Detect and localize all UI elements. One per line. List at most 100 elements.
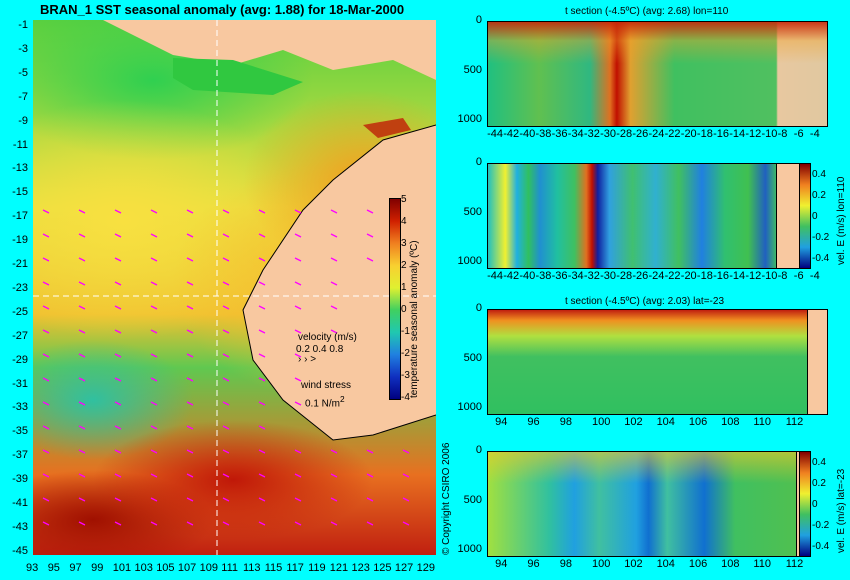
panel1-x-tick: -30 [600, 128, 616, 140]
colorbar [389, 198, 401, 400]
panel3-x-tick: 96 [527, 416, 540, 428]
map-x-tick: 107 [177, 562, 197, 574]
panel1-y-tick: 500 [463, 63, 482, 76]
panel1-y-tick: 1000 [457, 113, 482, 126]
map-y-tick: -7 [18, 90, 28, 103]
panel1-x-tick: -22 [664, 128, 681, 140]
wind-vector-arrow [402, 449, 410, 454]
wind-vector-arrow [150, 305, 158, 310]
sst-anomaly-map[interactable]: 5 4 3 2 1 0 -1 -2 -3 -4 temperature seasonal anom… [33, 20, 436, 555]
panel2-y-tick: 0 [475, 156, 482, 168]
panel2-x-tick: -40 [519, 270, 536, 282]
panel2-x-tick: -34 [567, 270, 584, 282]
wind-vector-arrow [78, 305, 86, 310]
velocity-arrows-icon: › › > [298, 354, 317, 365]
map-y-tick: -5 [18, 66, 28, 79]
panel1-x-tick: -18 [696, 128, 713, 140]
panel4-x-tick: 96 [527, 558, 540, 570]
section-panel-1[interactable] [487, 21, 828, 127]
wind-vector-arrow [222, 281, 230, 286]
map-x-tick: 127 [394, 562, 414, 574]
wind-vector-arrow [330, 449, 338, 454]
wind-vector-arrow [150, 281, 158, 286]
panel2-y-tick: 1000 [457, 255, 482, 268]
panel2-colorbar [799, 163, 811, 269]
wind-vector-arrow [114, 425, 122, 430]
panel2-x-tick: -10 [761, 270, 778, 282]
map-y-tick: -3 [18, 42, 28, 55]
colorbar-tick: 0 [401, 304, 407, 315]
map-x-tick: 115 [264, 562, 283, 574]
map-x-tick: 105 [156, 562, 175, 574]
wind-vector-arrow [186, 497, 194, 502]
colorbar-tick: 1 [401, 282, 407, 293]
panel4-y-tick: 0 [475, 444, 482, 456]
wind-vector-arrow [222, 497, 230, 502]
panel1-x-tick: -10 [761, 128, 778, 140]
wind-vector-arrow [186, 377, 194, 382]
wind-vector-arrow [186, 305, 194, 310]
panel1-x-tick: -34 [567, 128, 584, 140]
wind-vector-arrow [78, 401, 86, 406]
wind-vector-arrow [258, 257, 266, 262]
panel3-y-tick: 500 [463, 351, 482, 364]
wind-vector-arrow [258, 233, 266, 238]
map-y-tick: -31 [12, 377, 28, 390]
map-y-tick: -37 [12, 449, 28, 462]
panel1-x-tick: -42 [503, 128, 520, 140]
wind-vector-arrow [366, 497, 374, 502]
panel4-x-tick: 98 [559, 558, 572, 570]
map-x-tick: 101 [112, 562, 132, 574]
wind-vector-arrow [114, 209, 122, 214]
wind-vector-arrow [114, 473, 122, 478]
wind-vector-arrow [78, 353, 86, 358]
panel1-x-tick: -8 [777, 128, 788, 140]
panel4-colorbar-tick: 0.4 [812, 457, 826, 468]
panel4-colorbar-tick: 0.2 [812, 478, 826, 489]
section-panel-3[interactable] [487, 309, 809, 415]
map-title: BRAN_1 SST seasonal anomaly (avg: 1.88) … [40, 2, 405, 17]
wind-vector-arrow [114, 281, 122, 286]
map-y-tick: -27 [12, 329, 28, 342]
map-x-tick: 111 [221, 562, 239, 574]
panel4-x-tick: 100 [592, 558, 611, 570]
panel1-x-tick: -38 [535, 128, 552, 140]
wind-vector-arrow [222, 401, 230, 406]
wind-vector-arrow [366, 209, 374, 214]
wind-vector-arrow [114, 377, 122, 382]
wind-vector-arrow [402, 521, 410, 526]
wind-vector-arrow [42, 473, 50, 478]
map-y-tick: -23 [12, 281, 28, 294]
panel4-side-label: vel. E (m/s) lat=-23 [836, 468, 847, 553]
map-y-tick: -15 [12, 186, 28, 199]
wind-vector-arrow [78, 377, 86, 382]
velocity-label: velocity (m/s) [298, 332, 357, 343]
colorbar-tick: 5 [401, 194, 407, 205]
map-x-tick: 99 [91, 562, 104, 574]
wind-vector-arrow [150, 209, 158, 214]
panel2-x-tick: -26 [632, 270, 649, 282]
panel4-colorbar [799, 451, 811, 557]
wind-vector-arrow [42, 377, 50, 382]
map-y-tick: -1 [18, 19, 28, 31]
map-y-tick: -9 [18, 114, 28, 127]
wind-vectors [42, 209, 410, 526]
coastline [242, 124, 436, 441]
panel2-x-tick: -30 [600, 270, 616, 282]
wind-vector-arrow [150, 233, 158, 238]
panel4-x-tick: 112 [785, 558, 804, 570]
section-panel-2[interactable] [487, 163, 778, 269]
map-x-tick: 103 [134, 562, 153, 574]
map-y-tick: -35 [12, 425, 28, 438]
map-y-tick: -19 [12, 234, 28, 247]
panel1-y-tick: 0 [475, 14, 482, 26]
section-panel-4[interactable] [487, 451, 798, 557]
wind-vector-arrow [402, 473, 410, 478]
panel3-x-tick: 94 [495, 416, 508, 428]
panel2-side-label: vel. E (m/s) lon=110 [836, 176, 847, 265]
wind-vector-arrow [258, 497, 266, 502]
map-y-tick: -41 [12, 497, 28, 509]
wind-vector-arrow [114, 305, 122, 310]
wind-vector-arrow [258, 425, 266, 430]
panel2-colorbar-tick: 0.2 [812, 190, 826, 201]
